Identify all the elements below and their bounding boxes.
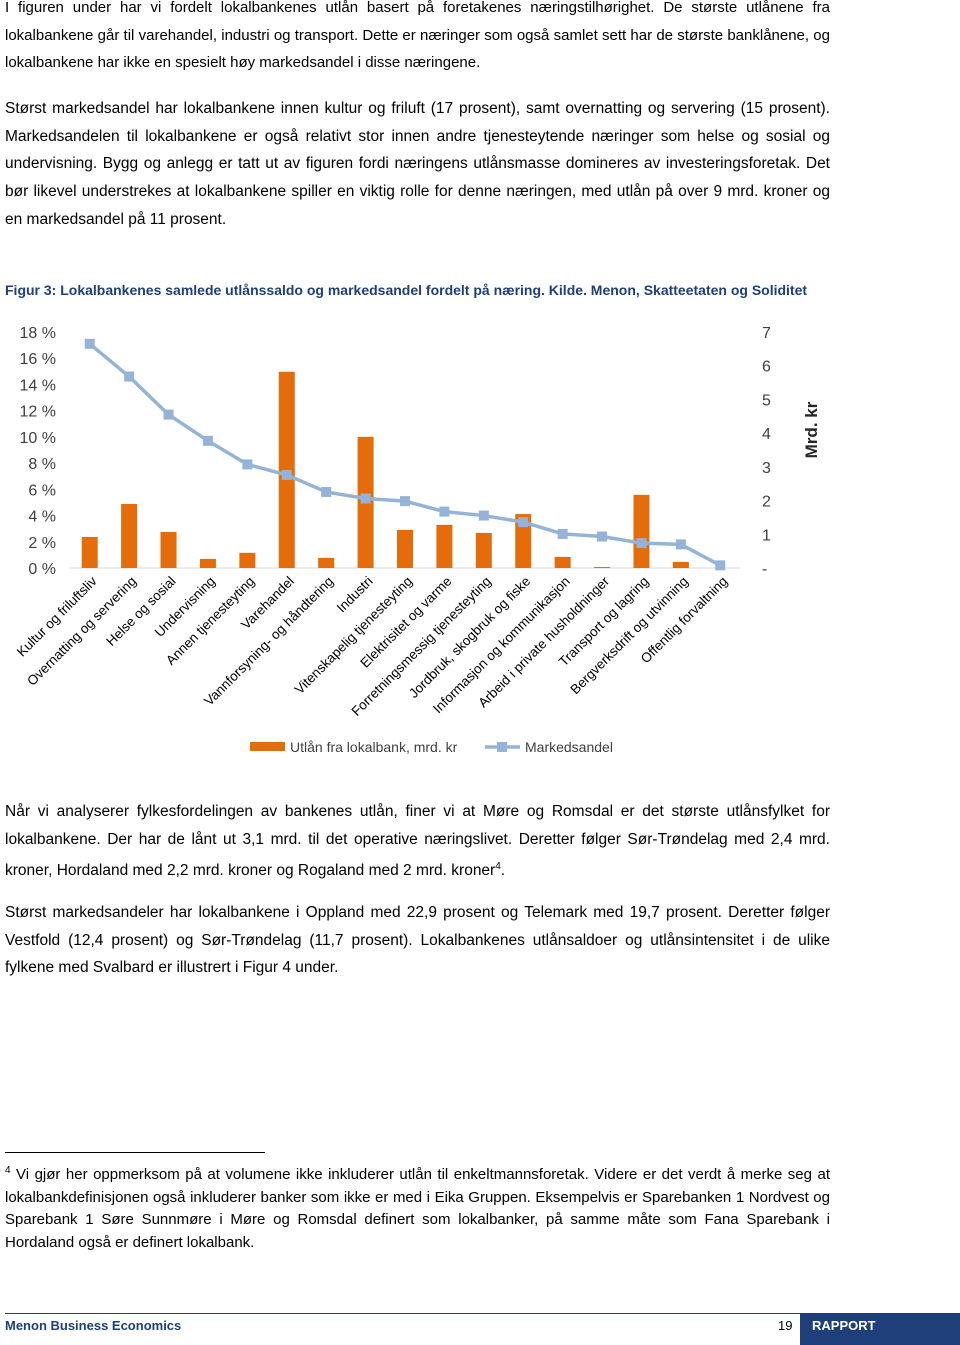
marker [84, 338, 95, 349]
bar [397, 529, 413, 568]
marker [597, 531, 608, 542]
bar [672, 561, 689, 568]
legend-swatch [497, 742, 507, 752]
y-tick-label: 0 % [28, 561, 56, 578]
y-tick-label: 14 % [20, 377, 56, 394]
marker [400, 496, 410, 507]
marker [124, 371, 135, 382]
bar [594, 566, 611, 568]
bar [515, 514, 532, 568]
x-tick-label: Helse og sosial [103, 574, 178, 649]
bar [239, 552, 256, 568]
bar [278, 371, 295, 568]
bar [554, 556, 571, 568]
marker [518, 517, 529, 528]
y-tick-label: 4 % [28, 509, 56, 526]
y2-tick-label: 2 [762, 494, 771, 511]
y2-tick-label: - [762, 561, 767, 578]
footer-box [800, 1314, 960, 1345]
footnote-separator [5, 1152, 265, 1153]
y-tick-label: 8 % [28, 456, 56, 473]
y2-axis-title: Mrd. kr [802, 401, 821, 458]
page-number: 19 [778, 1318, 793, 1333]
bar [475, 532, 492, 568]
y-tick-label: 12 % [20, 404, 56, 421]
marker [557, 528, 568, 539]
marker [281, 469, 292, 480]
footnote-ref: 4 [495, 861, 501, 873]
marker [478, 510, 489, 521]
bar [81, 536, 98, 568]
footer-left: Menon Business Economics [5, 1318, 182, 1333]
footnote-marker: 4 [5, 1165, 11, 1176]
paragraph: I figuren under har vi fordelt lokalbank… [5, 0, 830, 72]
footnote-text: Vi gjør her oppmerksom på at volumene ik… [5, 1166, 830, 1251]
footer-right: RAPPORT [812, 1318, 876, 1333]
footnote: 4 Vi gjør her oppmerksom på at volumene … [5, 1160, 830, 1254]
marker [675, 539, 686, 550]
y2-tick-label: 5 [762, 392, 771, 409]
bar [436, 524, 453, 568]
bar [633, 494, 650, 568]
marker [202, 435, 213, 446]
y-tick-label: 18 % [20, 325, 56, 342]
marker [163, 409, 174, 420]
marker [242, 459, 253, 470]
y-tick-label: 16 % [20, 351, 56, 368]
legend-label: Utlån fra lokalbank, mrd. kr [290, 739, 458, 755]
bar [199, 558, 216, 568]
paragraph: Størst markedsandeler har lokalbankene i… [5, 904, 830, 977]
y2-tick-label: 7 [762, 325, 771, 342]
marker [321, 486, 332, 497]
legend-label: Markedsandel [525, 739, 613, 755]
y2-tick-label: 4 [762, 426, 771, 443]
bar [318, 557, 335, 568]
y2-tick-label: 6 [762, 359, 771, 376]
chart: 0 % 2 % 4 % 6 % 8 % 10 % 12 % 14 % 16 % 18 % - 1 2 3 4… [14, 325, 821, 755]
legend-swatch [250, 742, 285, 751]
paragraph-end: . [500, 862, 506, 880]
footer-rule [5, 1313, 960, 1314]
marker [360, 493, 371, 504]
y-tick-label: 10 % [20, 430, 56, 447]
paragraph-text: Når vi analyserer fylkesfordelingen av b… [5, 803, 830, 880]
y-tick-label: 2 % [28, 535, 56, 552]
bar [160, 531, 177, 568]
marker [715, 560, 726, 571]
y2-tick-label: 3 [762, 460, 771, 477]
y-tick-label: 6 % [28, 482, 56, 499]
bar [121, 503, 138, 568]
marker [439, 506, 450, 517]
y2-tick-label: 1 [762, 527, 771, 544]
figure-caption: Figur 3: Lokalbankenes samlede utlånssal… [5, 282, 808, 298]
paragraph: Størst markedsandel har lokalbankene inn… [5, 100, 830, 228]
paragraph: Når vi analyserer fylkesfordelingen av b… [5, 798, 830, 885]
marker [636, 538, 647, 549]
